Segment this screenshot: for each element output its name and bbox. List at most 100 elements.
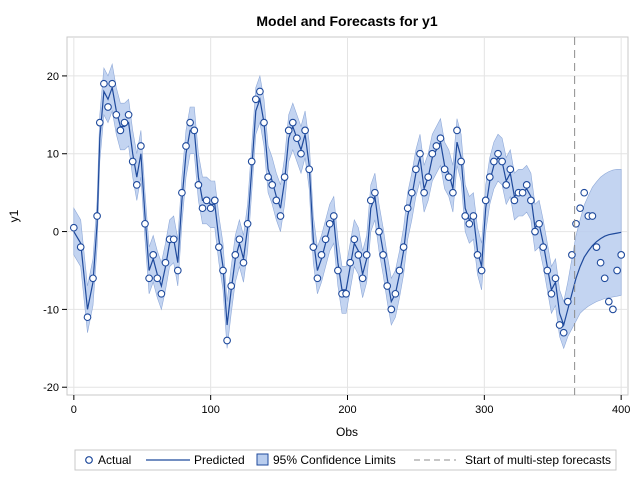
actual-point (219, 266, 227, 275)
actual-point (202, 196, 211, 205)
actual-point (600, 274, 609, 283)
actual-point (149, 251, 158, 259)
legend-predicted-label: Predicted (194, 453, 245, 467)
actual-point (325, 219, 334, 228)
actual-point (436, 134, 445, 143)
y-tick-label: 0 (53, 227, 59, 239)
actual-point (555, 321, 564, 329)
actual-point (313, 274, 322, 283)
actual-point (383, 282, 392, 290)
actual-point (178, 188, 186, 197)
actual-point (490, 157, 498, 166)
actual-point (243, 219, 252, 228)
actual-point (309, 243, 318, 251)
actual-point (580, 188, 589, 197)
actual-point (485, 173, 494, 181)
y-axis-title: y1 (7, 209, 21, 222)
actual-point (539, 243, 548, 251)
actual-point (477, 266, 486, 275)
x-tick-label: 200 (338, 404, 356, 416)
actual-point (297, 149, 305, 158)
actual-point (288, 118, 297, 127)
actual-point (186, 118, 194, 127)
actual-point (424, 173, 433, 181)
actual-point (527, 196, 535, 205)
actual-point (317, 251, 326, 259)
actual-point (210, 196, 219, 205)
actual-point (190, 126, 199, 135)
actual-point (592, 243, 601, 251)
y-tick-label: -20 (43, 382, 59, 394)
actual-point (350, 235, 359, 244)
actual-point (428, 149, 437, 158)
actual-point (449, 188, 457, 197)
actual-point (301, 126, 309, 135)
actual-point (93, 212, 101, 220)
actual-point (366, 196, 375, 205)
actual-point (112, 110, 121, 119)
x-tick-label: 0 (71, 404, 77, 416)
actual-point (375, 227, 383, 236)
actual-point (407, 188, 416, 197)
actual-point (132, 181, 141, 189)
actual-point (559, 328, 568, 337)
actual-point (321, 235, 330, 244)
legend-reference-label: Start of multi-step forecasts (465, 453, 611, 467)
actual-point (215, 243, 223, 251)
actual-point (473, 251, 482, 259)
actual-point (137, 142, 145, 150)
actual-point (543, 266, 552, 275)
actual-point (465, 219, 474, 228)
actual-point (563, 297, 572, 306)
actual-point (572, 219, 580, 228)
actual-point (453, 126, 461, 135)
actual-point (354, 251, 363, 259)
actual-point (358, 274, 367, 283)
legend-frame (74, 449, 617, 471)
actual-point (395, 266, 404, 275)
actual-point (379, 251, 387, 259)
actual-point (518, 188, 527, 197)
actual-point (362, 251, 371, 259)
actual-point (576, 204, 584, 213)
actual-point (416, 149, 424, 158)
actual-point (89, 274, 97, 283)
predicted-line (73, 85, 622, 328)
actual-point (502, 181, 511, 189)
actual-point (276, 212, 285, 220)
actual-point (596, 258, 605, 267)
actual-point (588, 212, 597, 220)
actual-point (506, 165, 515, 174)
actual-point (145, 274, 153, 283)
actual-point (206, 204, 215, 213)
actual-point (412, 165, 420, 174)
actual-point (535, 219, 543, 228)
actual-point (76, 243, 85, 251)
actual-point (551, 274, 560, 283)
actual-point (69, 223, 78, 232)
actual-point (334, 266, 342, 275)
actual-point (247, 157, 256, 166)
actual-point (391, 289, 400, 298)
actual-point (498, 157, 506, 166)
actual-point (264, 173, 272, 181)
actual-point (342, 289, 350, 298)
actual-point (161, 258, 170, 267)
actual-point (194, 181, 203, 189)
actual-point (346, 258, 355, 267)
y-tick-label: 10 (47, 149, 59, 161)
actual-point (153, 274, 162, 283)
actual-marker-layer (69, 79, 626, 345)
x-tick-label: 300 (475, 404, 493, 416)
actual-point (387, 305, 396, 314)
actual-point (371, 188, 379, 197)
actual-point (198, 204, 207, 213)
y-tick-label: 20 (47, 71, 59, 83)
actual-point (444, 173, 453, 181)
actual-point (461, 212, 470, 220)
actual-point (613, 266, 621, 275)
actual-point (83, 313, 92, 322)
actual-point (124, 110, 133, 119)
actual-point (108, 79, 117, 88)
